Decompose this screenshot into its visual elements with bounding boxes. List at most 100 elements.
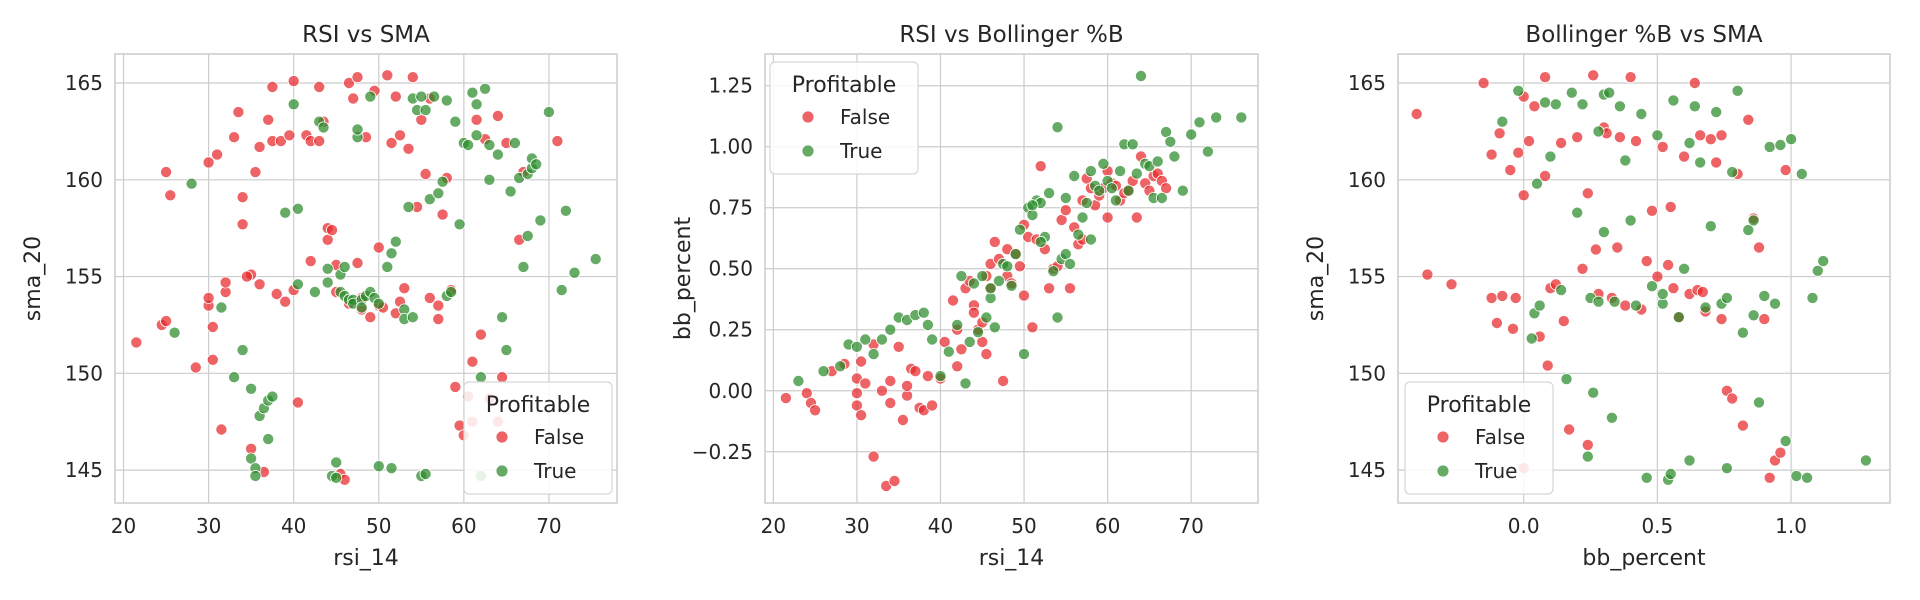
scatter-point <box>1710 106 1723 119</box>
legend-marker-true <box>1436 464 1450 478</box>
y-tick-label: 165 <box>1348 71 1386 95</box>
scatter-point <box>1664 467 1677 480</box>
y-tick-label: 150 <box>65 361 103 385</box>
scatter-point <box>779 392 792 405</box>
scatter-point <box>462 138 475 151</box>
scatter-point <box>1589 243 1602 256</box>
scatter-point <box>1018 348 1031 361</box>
scatter-point <box>406 71 419 84</box>
scatter-point <box>1587 69 1600 82</box>
scatter-point <box>287 98 300 111</box>
scatter-point <box>474 371 487 384</box>
scatter-point <box>1581 450 1594 463</box>
scatter-point <box>876 384 889 397</box>
scatter-point <box>1009 248 1022 261</box>
scatter-point <box>419 467 432 480</box>
scatter-point <box>876 333 889 346</box>
scatter-point <box>436 175 449 188</box>
scatter-point <box>1026 199 1039 212</box>
scatter-point <box>1662 258 1675 271</box>
scatter-point <box>274 135 287 148</box>
scatter-point <box>892 340 905 353</box>
scatter-point <box>955 270 968 283</box>
scatter-point <box>1694 156 1707 169</box>
scatter-point <box>1779 435 1792 448</box>
y-tick-label: 155 <box>65 265 103 289</box>
scatter-point <box>1201 145 1214 158</box>
series-true <box>1496 84 1872 486</box>
scatter-point <box>859 377 872 390</box>
scatter-point <box>291 202 304 215</box>
scatter-point <box>1699 301 1712 314</box>
scatter-point <box>483 173 496 186</box>
gridlines <box>115 54 617 503</box>
scatter-point <box>389 90 402 103</box>
scatter-point <box>330 456 343 469</box>
scatter-point <box>355 301 368 314</box>
scatter-point <box>1678 262 1691 275</box>
scatter-point <box>1565 86 1578 99</box>
scatter-point <box>240 270 253 283</box>
scatter-point <box>436 208 449 221</box>
scatter-point <box>1806 291 1819 304</box>
scatter-point <box>1059 204 1072 217</box>
legend-title: Profitable <box>792 73 896 98</box>
scatter-point <box>1592 125 1605 138</box>
chart-panel-1: 20 30 40 50 60 70 145 150 155 160 165 RSI vs SMA rsi… <box>21 22 618 571</box>
scatter-point <box>423 193 436 206</box>
scatter-point <box>266 80 279 93</box>
scatter-point <box>1525 332 1538 345</box>
scatter-point <box>470 98 483 111</box>
scatter-point <box>1541 359 1554 372</box>
scatter-point <box>534 214 547 227</box>
scatter-point <box>249 469 262 482</box>
scatter-point <box>1517 189 1530 202</box>
scatter-point <box>1726 166 1739 179</box>
scatter-point <box>1630 299 1643 312</box>
scatter-point <box>291 396 304 409</box>
scatter-point <box>1630 135 1643 148</box>
scatter-point <box>1613 131 1626 144</box>
x-tick-label: 20 <box>111 514 136 538</box>
scatter-point <box>1135 70 1148 83</box>
y-tick-label: 145 <box>1348 458 1386 482</box>
scatter-point <box>896 413 909 426</box>
chart-title: RSI vs SMA <box>302 22 430 48</box>
scatter-point <box>1801 471 1814 484</box>
scatter-point <box>1544 150 1557 163</box>
scatter-point <box>279 295 292 308</box>
y-tick-label: 150 <box>1348 361 1386 385</box>
scatter-point <box>1597 226 1610 239</box>
y-tick-label: 145 <box>65 458 103 482</box>
scatter-point <box>555 284 568 297</box>
scatter-point <box>1013 223 1026 236</box>
y-tick-label: 165 <box>65 71 103 95</box>
scatter-point <box>266 390 279 403</box>
scatter-point <box>1619 299 1632 312</box>
scatter-point <box>1105 182 1118 195</box>
scatter-point <box>1758 289 1771 302</box>
scatter-point <box>1101 211 1114 224</box>
scatter-point <box>568 266 581 279</box>
scatter-point <box>926 399 939 412</box>
scatter-point <box>432 313 445 326</box>
scatter-point <box>206 320 219 333</box>
scatter-point <box>262 113 275 126</box>
scatter-point <box>415 90 428 103</box>
scatter-point <box>483 138 496 151</box>
scatter-point <box>287 75 300 88</box>
scatter-point <box>342 77 355 90</box>
scatter-point <box>951 318 964 331</box>
scatter-point <box>185 177 198 190</box>
scatter-point <box>1496 115 1509 128</box>
scatter-point <box>859 333 872 346</box>
scatter-point <box>330 471 343 484</box>
scatter-point <box>1758 313 1771 326</box>
scatter-point <box>419 167 432 180</box>
scatter-point <box>1747 309 1760 322</box>
x-tick-label: 20 <box>761 514 786 538</box>
scatter-point <box>1034 235 1047 248</box>
scatter-point <box>980 348 993 361</box>
scatter-point <box>1168 150 1181 163</box>
scatter-point <box>921 318 934 331</box>
